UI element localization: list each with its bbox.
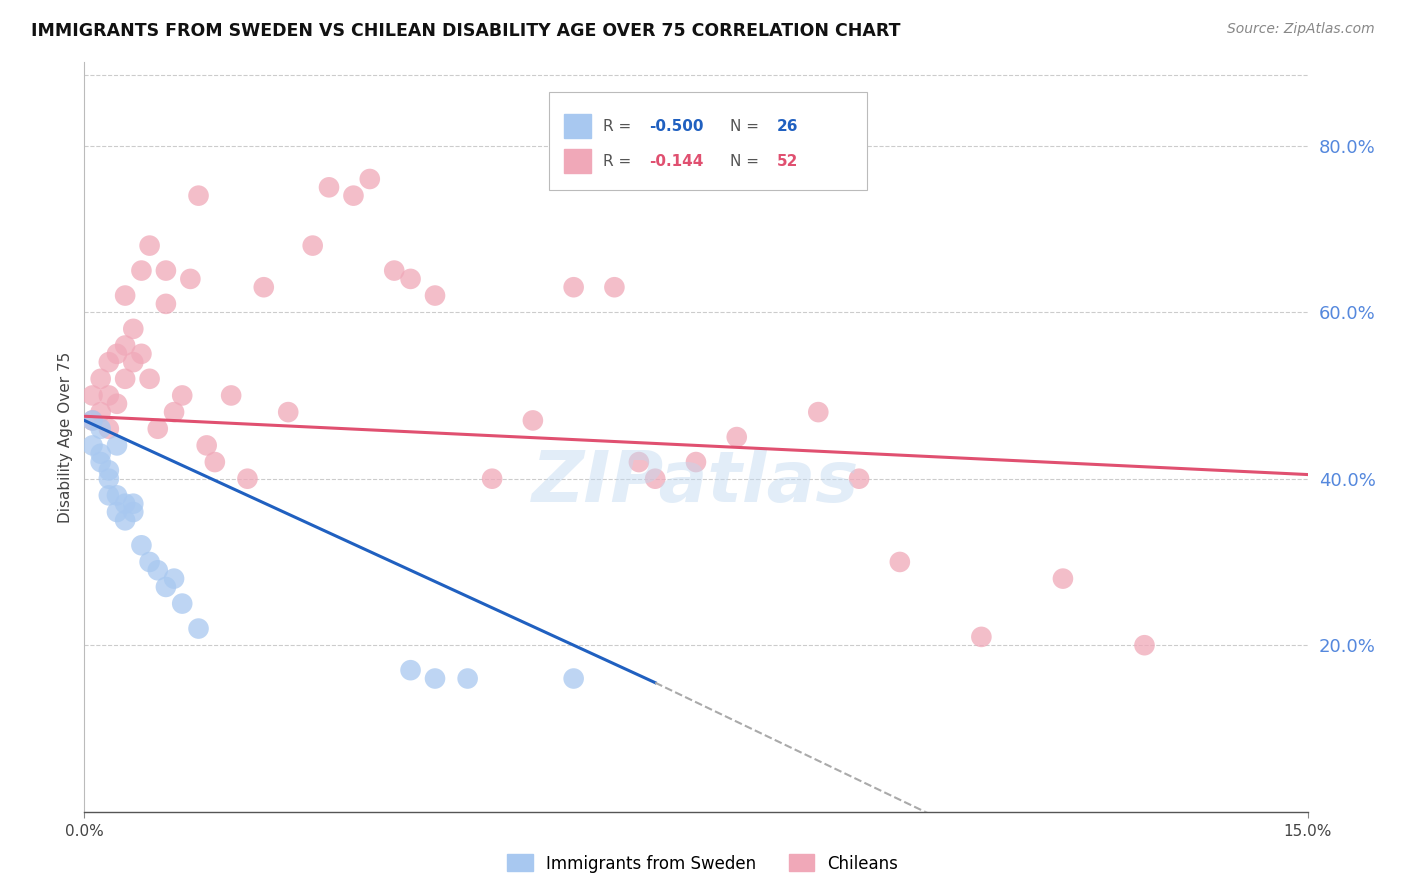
Point	[82, 413, 104, 427]
Point	[970, 630, 993, 644]
Point	[105, 488, 128, 502]
Point	[423, 672, 446, 686]
Point	[82, 413, 104, 427]
Point	[97, 463, 120, 477]
Point	[114, 338, 136, 352]
Text: IMMIGRANTS FROM SWEDEN VS CHILEAN DISABILITY AGE OVER 75 CORRELATION CHART: IMMIGRANTS FROM SWEDEN VS CHILEAN DISABI…	[31, 22, 900, 40]
Point	[122, 322, 145, 336]
Point	[97, 422, 120, 436]
Point	[90, 447, 112, 461]
Point	[219, 388, 242, 402]
FancyBboxPatch shape	[550, 93, 868, 190]
Point	[342, 188, 364, 202]
Point	[114, 372, 136, 386]
Point	[146, 422, 169, 436]
Point	[114, 288, 136, 302]
Point	[138, 555, 160, 569]
Point	[562, 280, 585, 294]
Point	[277, 405, 299, 419]
Y-axis label: Disability Age Over 75: Disability Age Over 75	[58, 351, 73, 523]
Point	[187, 188, 209, 202]
Point	[155, 263, 177, 277]
Point	[138, 372, 160, 386]
Point	[138, 238, 160, 252]
Point	[163, 572, 186, 586]
Point	[114, 513, 136, 527]
Point	[172, 597, 194, 611]
Point	[82, 438, 104, 452]
Point	[105, 505, 128, 519]
Point	[1133, 638, 1156, 652]
Point	[131, 538, 153, 552]
Point	[1052, 572, 1074, 586]
Point	[146, 563, 169, 577]
Text: -0.144: -0.144	[650, 153, 704, 169]
Point	[562, 672, 585, 686]
Text: 52: 52	[776, 153, 799, 169]
Point	[457, 672, 479, 686]
Point	[90, 455, 112, 469]
Point	[97, 355, 120, 369]
Point	[399, 272, 422, 286]
Point	[131, 347, 153, 361]
Point	[90, 422, 112, 436]
Point	[481, 472, 503, 486]
Point	[522, 413, 544, 427]
Point	[163, 405, 186, 419]
Text: 26: 26	[776, 119, 799, 134]
Point	[603, 280, 626, 294]
Point	[114, 497, 136, 511]
Point	[131, 263, 153, 277]
Legend: Immigrants from Sweden, Chileans: Immigrants from Sweden, Chileans	[501, 847, 905, 880]
Point	[155, 297, 177, 311]
Point	[359, 172, 381, 186]
Bar	[564, 149, 591, 173]
Text: R =: R =	[603, 119, 636, 134]
Text: -0.500: -0.500	[650, 119, 704, 134]
Point	[627, 455, 650, 469]
Text: N =: N =	[730, 153, 763, 169]
Point	[423, 288, 446, 302]
Point	[399, 663, 422, 677]
Text: R =: R =	[603, 153, 636, 169]
Point	[82, 388, 104, 402]
Point	[122, 497, 145, 511]
Point	[172, 388, 194, 402]
Point	[644, 472, 666, 486]
Point	[318, 180, 340, 194]
Point	[155, 580, 177, 594]
Point	[204, 455, 226, 469]
Point	[122, 355, 145, 369]
Bar	[564, 114, 591, 138]
Text: ZIPatlas: ZIPatlas	[533, 448, 859, 516]
Point	[725, 430, 748, 444]
Text: Source: ZipAtlas.com: Source: ZipAtlas.com	[1227, 22, 1375, 37]
Point	[382, 263, 405, 277]
Point	[97, 488, 120, 502]
Point	[253, 280, 276, 294]
Point	[807, 405, 830, 419]
Point	[301, 238, 323, 252]
Point	[236, 472, 259, 486]
Point	[105, 347, 128, 361]
Point	[195, 438, 218, 452]
Point	[187, 622, 209, 636]
Point	[105, 438, 128, 452]
Point	[105, 397, 128, 411]
Point	[179, 272, 201, 286]
Point	[848, 472, 870, 486]
Point	[122, 505, 145, 519]
Point	[90, 405, 112, 419]
Point	[889, 555, 911, 569]
Point	[97, 472, 120, 486]
Point	[90, 372, 112, 386]
Text: N =: N =	[730, 119, 763, 134]
Point	[685, 455, 707, 469]
Point	[97, 388, 120, 402]
